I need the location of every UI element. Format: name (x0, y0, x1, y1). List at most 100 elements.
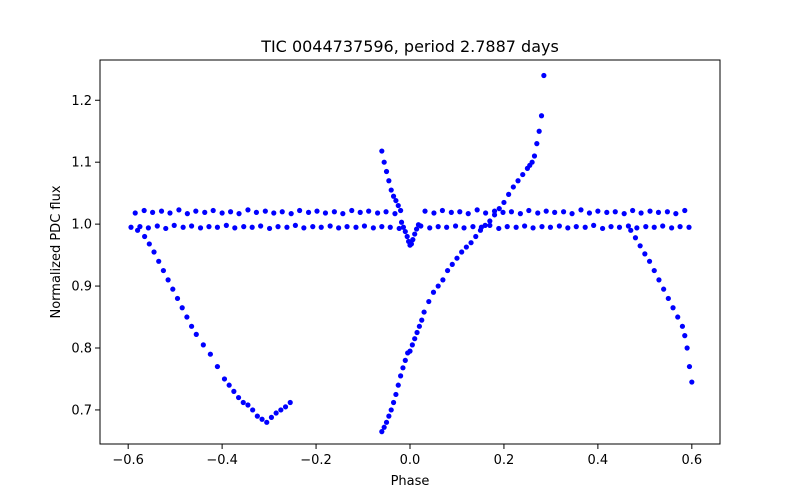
data-point (496, 225, 502, 232)
data-point (632, 235, 639, 241)
data-point (459, 249, 465, 255)
data-point (448, 209, 454, 215)
data-point (625, 223, 632, 229)
data-point (677, 224, 683, 230)
data-point (543, 208, 549, 214)
data-point (651, 224, 657, 230)
data-point (398, 373, 404, 379)
data-point (520, 171, 526, 178)
data-point (154, 223, 160, 229)
x-tick-label: −0.4 (206, 453, 238, 468)
data-point (591, 222, 597, 228)
data-point (468, 240, 474, 246)
data-point (404, 233, 410, 240)
data-point (188, 223, 195, 229)
data-point (491, 212, 498, 218)
data-point (689, 379, 695, 385)
data-point (686, 224, 692, 230)
data-point (449, 261, 455, 267)
data-point (665, 295, 671, 302)
data-point (305, 209, 312, 215)
data-point (254, 413, 260, 419)
data-point (501, 199, 507, 206)
data-point (245, 402, 251, 408)
data-point (482, 222, 488, 228)
data-point (271, 210, 277, 216)
y-axis-label: Normalized PDC flux (49, 185, 64, 318)
data-point (669, 225, 675, 231)
data-point (151, 249, 157, 255)
data-point (642, 251, 648, 257)
data-point (506, 191, 512, 197)
data-point (416, 323, 422, 329)
data-point (500, 209, 506, 215)
data-point (430, 289, 437, 295)
x-tick-label: 0.0 (400, 453, 421, 468)
y-tick-label: 1.0 (71, 218, 92, 233)
data-point (535, 210, 541, 216)
data-point (141, 207, 147, 214)
data-point (419, 317, 425, 323)
data-point (156, 258, 162, 264)
data-point (165, 277, 171, 283)
data-point (214, 363, 221, 370)
data-point (454, 255, 460, 261)
data-point (301, 225, 307, 231)
data-point (444, 224, 450, 230)
data-point (673, 211, 679, 217)
data-point (128, 224, 134, 230)
data-point (398, 207, 404, 214)
data-point (599, 225, 606, 232)
x-tick-label: 0.6 (681, 453, 702, 468)
data-point (349, 207, 355, 214)
data-point (279, 209, 285, 215)
data-point (227, 209, 234, 215)
data-point (682, 333, 688, 339)
x-axis-label: Phase (391, 474, 430, 489)
data-point (530, 225, 536, 231)
data-point (682, 207, 688, 214)
data-point (390, 399, 397, 406)
data-point (586, 210, 593, 216)
data-point (616, 224, 623, 230)
x-tick-label: −0.2 (300, 453, 332, 468)
data-point (266, 225, 273, 232)
data-point (552, 209, 558, 215)
y-tick-label: 0.8 (71, 342, 92, 357)
data-point (670, 305, 676, 311)
data-point (402, 228, 408, 235)
data-point (262, 208, 268, 214)
data-point (612, 209, 618, 215)
data-point (651, 267, 657, 274)
data-point (163, 225, 169, 232)
data-point (491, 208, 498, 214)
data-point (496, 206, 502, 212)
plot-frame (99, 59, 721, 445)
x-tick-label: −0.6 (112, 453, 144, 468)
x-tick-label: 0.2 (494, 453, 515, 468)
data-point (379, 429, 385, 435)
data-point (235, 394, 242, 401)
data-point (210, 207, 216, 214)
data-point (379, 224, 385, 230)
data-point (206, 224, 212, 230)
data-point (560, 209, 567, 215)
data-point (188, 323, 195, 329)
data-point (435, 283, 441, 289)
data-point (393, 197, 399, 204)
data-point (392, 211, 398, 217)
data-point (526, 207, 532, 214)
data-point (174, 295, 181, 302)
data-point (273, 410, 279, 416)
data-point (381, 424, 387, 430)
data-point (184, 211, 190, 217)
data-point (522, 223, 528, 229)
data-point (409, 342, 415, 348)
data-point (249, 224, 255, 230)
data-point (383, 168, 390, 175)
data-point (643, 224, 649, 230)
data-point (379, 148, 385, 154)
data-point (517, 211, 523, 217)
data-point (258, 223, 264, 229)
data-point (278, 407, 284, 413)
